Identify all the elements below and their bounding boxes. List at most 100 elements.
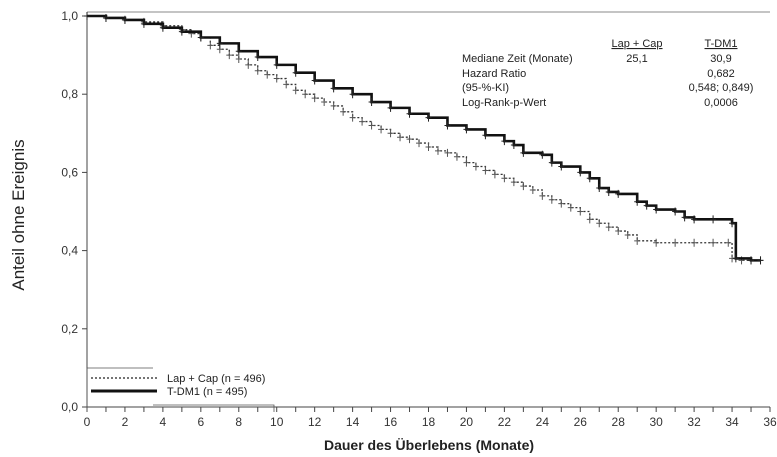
y-tick-label: 0,4 — [61, 244, 78, 258]
censor-mark-lapcap — [634, 236, 641, 245]
stats-row-tdm1-value: 0,0006 — [704, 97, 738, 109]
series-layer — [84, 12, 764, 265]
censor-mark-lapcap — [416, 139, 423, 148]
censor-mark-lapcap — [302, 90, 309, 99]
stats-row-lapcap-value: 25,1 — [626, 53, 647, 65]
stats-row-tdm1-value: 30,9 — [710, 53, 731, 65]
censor-mark-tdm1 — [634, 197, 641, 206]
x-tick-label: 36 — [763, 415, 777, 429]
legend-label-tdm1: T-DM1 (n = 495) — [167, 386, 247, 398]
censor-mark-tdm1 — [235, 47, 242, 56]
censor-mark-tdm1 — [349, 90, 356, 99]
censor-mark-lapcap — [283, 80, 290, 89]
censor-mark-lapcap — [586, 215, 593, 224]
censor-mark-lapcap — [501, 174, 508, 183]
y-tick-label: 0,8 — [61, 87, 78, 101]
x-tick-label: 28 — [612, 415, 626, 429]
x-tick-label: 20 — [460, 415, 474, 429]
censor-mark-lapcap — [207, 41, 214, 50]
censor-mark-lapcap — [235, 55, 242, 64]
censor-mark-tdm1 — [311, 76, 318, 85]
censor-mark-lapcap — [378, 125, 385, 134]
censor-mark-lapcap — [472, 162, 479, 171]
censor-mark-tdm1 — [548, 158, 555, 167]
censor-mark-tdm1 — [216, 39, 223, 48]
censor-mark-lapcap — [624, 230, 631, 239]
censor-mark-lapcap — [605, 223, 612, 232]
x-tick-label: 4 — [160, 415, 167, 429]
censor-mark-tdm1 — [672, 207, 679, 216]
censor-mark-tdm1 — [368, 98, 375, 107]
censor-mark-lapcap — [245, 60, 252, 69]
censor-mark-lapcap — [368, 121, 375, 130]
censor-mark-tdm1 — [84, 12, 90, 20]
censor-mark-tdm1 — [748, 256, 755, 265]
censor-mark-tdm1 — [577, 168, 584, 177]
stats-row-label: (95-%-KI) — [462, 82, 509, 94]
stats-row-tdm1-value: 0,548; 0,849) — [689, 82, 754, 94]
censor-mark-tdm1 — [681, 213, 688, 222]
censor-mark-tdm1 — [615, 189, 622, 198]
x-tick-label: 2 — [122, 415, 129, 429]
censor-mark-lapcap — [491, 170, 498, 179]
censor-mark-lapcap — [539, 191, 546, 200]
censor-mark-tdm1 — [140, 19, 147, 28]
x-tick-label: 34 — [725, 415, 739, 429]
censor-mark-tdm1 — [159, 23, 166, 32]
censor-mark-tdm1 — [643, 201, 650, 210]
stats-row-label: Log-Rank-p-Wert — [462, 97, 546, 109]
series-line-lapcap — [87, 15, 761, 262]
censor-mark-tdm1 — [178, 27, 185, 36]
censor-mark-lapcap — [453, 152, 460, 161]
censor-mark-tdm1 — [586, 174, 593, 183]
censor-mark-lapcap — [558, 199, 565, 208]
censor-mark-lapcap — [330, 101, 337, 110]
x-ticks: 0 2 4 6 8 10 12 14 16 18 20 22 24 26 28 30 32 34 36 — [84, 407, 777, 429]
stats-annotation: Lap + Cap T-DM1 Mediane Zeit (Monate) 25… — [462, 38, 753, 109]
censor-mark-tdm1 — [605, 187, 612, 196]
censor-mark-lapcap — [397, 133, 404, 142]
censor-mark-tdm1 — [273, 60, 280, 69]
censor-mark-lapcap — [482, 166, 489, 175]
censor-mark-lapcap — [510, 178, 517, 187]
censor-mark-lapcap — [567, 203, 574, 212]
censor-mark-tdm1 — [444, 121, 451, 130]
x-axis-label: Dauer des Überlebens (Monate) — [324, 437, 534, 453]
censor-mark-lapcap — [463, 158, 470, 167]
censor-mark-lapcap — [520, 182, 527, 191]
x-tick-label: 18 — [422, 415, 436, 429]
y-axis-label: Anteil ohne Ereignis — [9, 139, 28, 290]
censor-mark-lapcap — [529, 185, 536, 194]
censor-mark-tdm1 — [757, 256, 764, 265]
censor-mark-lapcap — [226, 51, 233, 60]
censor-mark-lapcap — [672, 238, 679, 247]
stats-row-tdm1-value: 0,682 — [707, 68, 735, 80]
censor-mark-tdm1 — [463, 125, 470, 134]
censor-mark-lapcap — [548, 195, 555, 204]
censor-mark-tdm1 — [732, 254, 739, 263]
censor-mark-lapcap — [264, 70, 271, 79]
censor-mark-tdm1 — [510, 141, 517, 150]
stats-row-label: Hazard Ratio — [462, 68, 526, 80]
censor-mark-lapcap — [710, 238, 717, 247]
x-tick-label: 24 — [536, 415, 550, 429]
x-tick-label: 6 — [197, 415, 204, 429]
censor-mark-lapcap — [434, 146, 441, 155]
censor-mark-lapcap — [254, 66, 261, 75]
censor-mark-tdm1 — [520, 148, 527, 157]
censor-mark-lapcap — [311, 94, 318, 103]
censor-mark-lapcap — [359, 117, 366, 126]
censor-mark-tdm1 — [121, 15, 128, 24]
censor-mark-tdm1 — [539, 150, 546, 159]
censor-mark-lapcap — [406, 135, 413, 144]
censor-mark-lapcap — [425, 142, 432, 151]
censor-mark-tdm1 — [197, 33, 204, 42]
censor-mark-lapcap — [615, 227, 622, 236]
legend-label-lapcap: Lap + Cap (n = 496) — [167, 373, 265, 385]
x-tick-label: 8 — [235, 415, 242, 429]
stats-header-tdm1: T-DM1 — [705, 38, 738, 50]
x-tick-label: 16 — [384, 415, 398, 429]
censor-mark-tdm1 — [330, 84, 337, 93]
series-line-tdm1 — [87, 14, 761, 262]
